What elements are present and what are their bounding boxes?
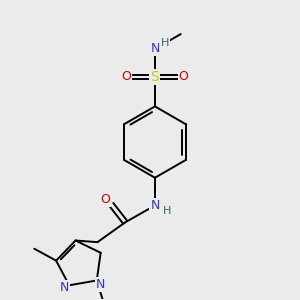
Text: N: N bbox=[150, 42, 160, 56]
Text: N: N bbox=[96, 278, 105, 291]
Text: H: H bbox=[161, 38, 169, 48]
Text: O: O bbox=[179, 70, 189, 83]
Text: N: N bbox=[60, 281, 69, 294]
Text: N: N bbox=[150, 199, 160, 212]
Text: S: S bbox=[151, 70, 159, 84]
Text: H: H bbox=[163, 206, 171, 216]
Text: O: O bbox=[121, 70, 131, 83]
Text: O: O bbox=[100, 193, 110, 206]
